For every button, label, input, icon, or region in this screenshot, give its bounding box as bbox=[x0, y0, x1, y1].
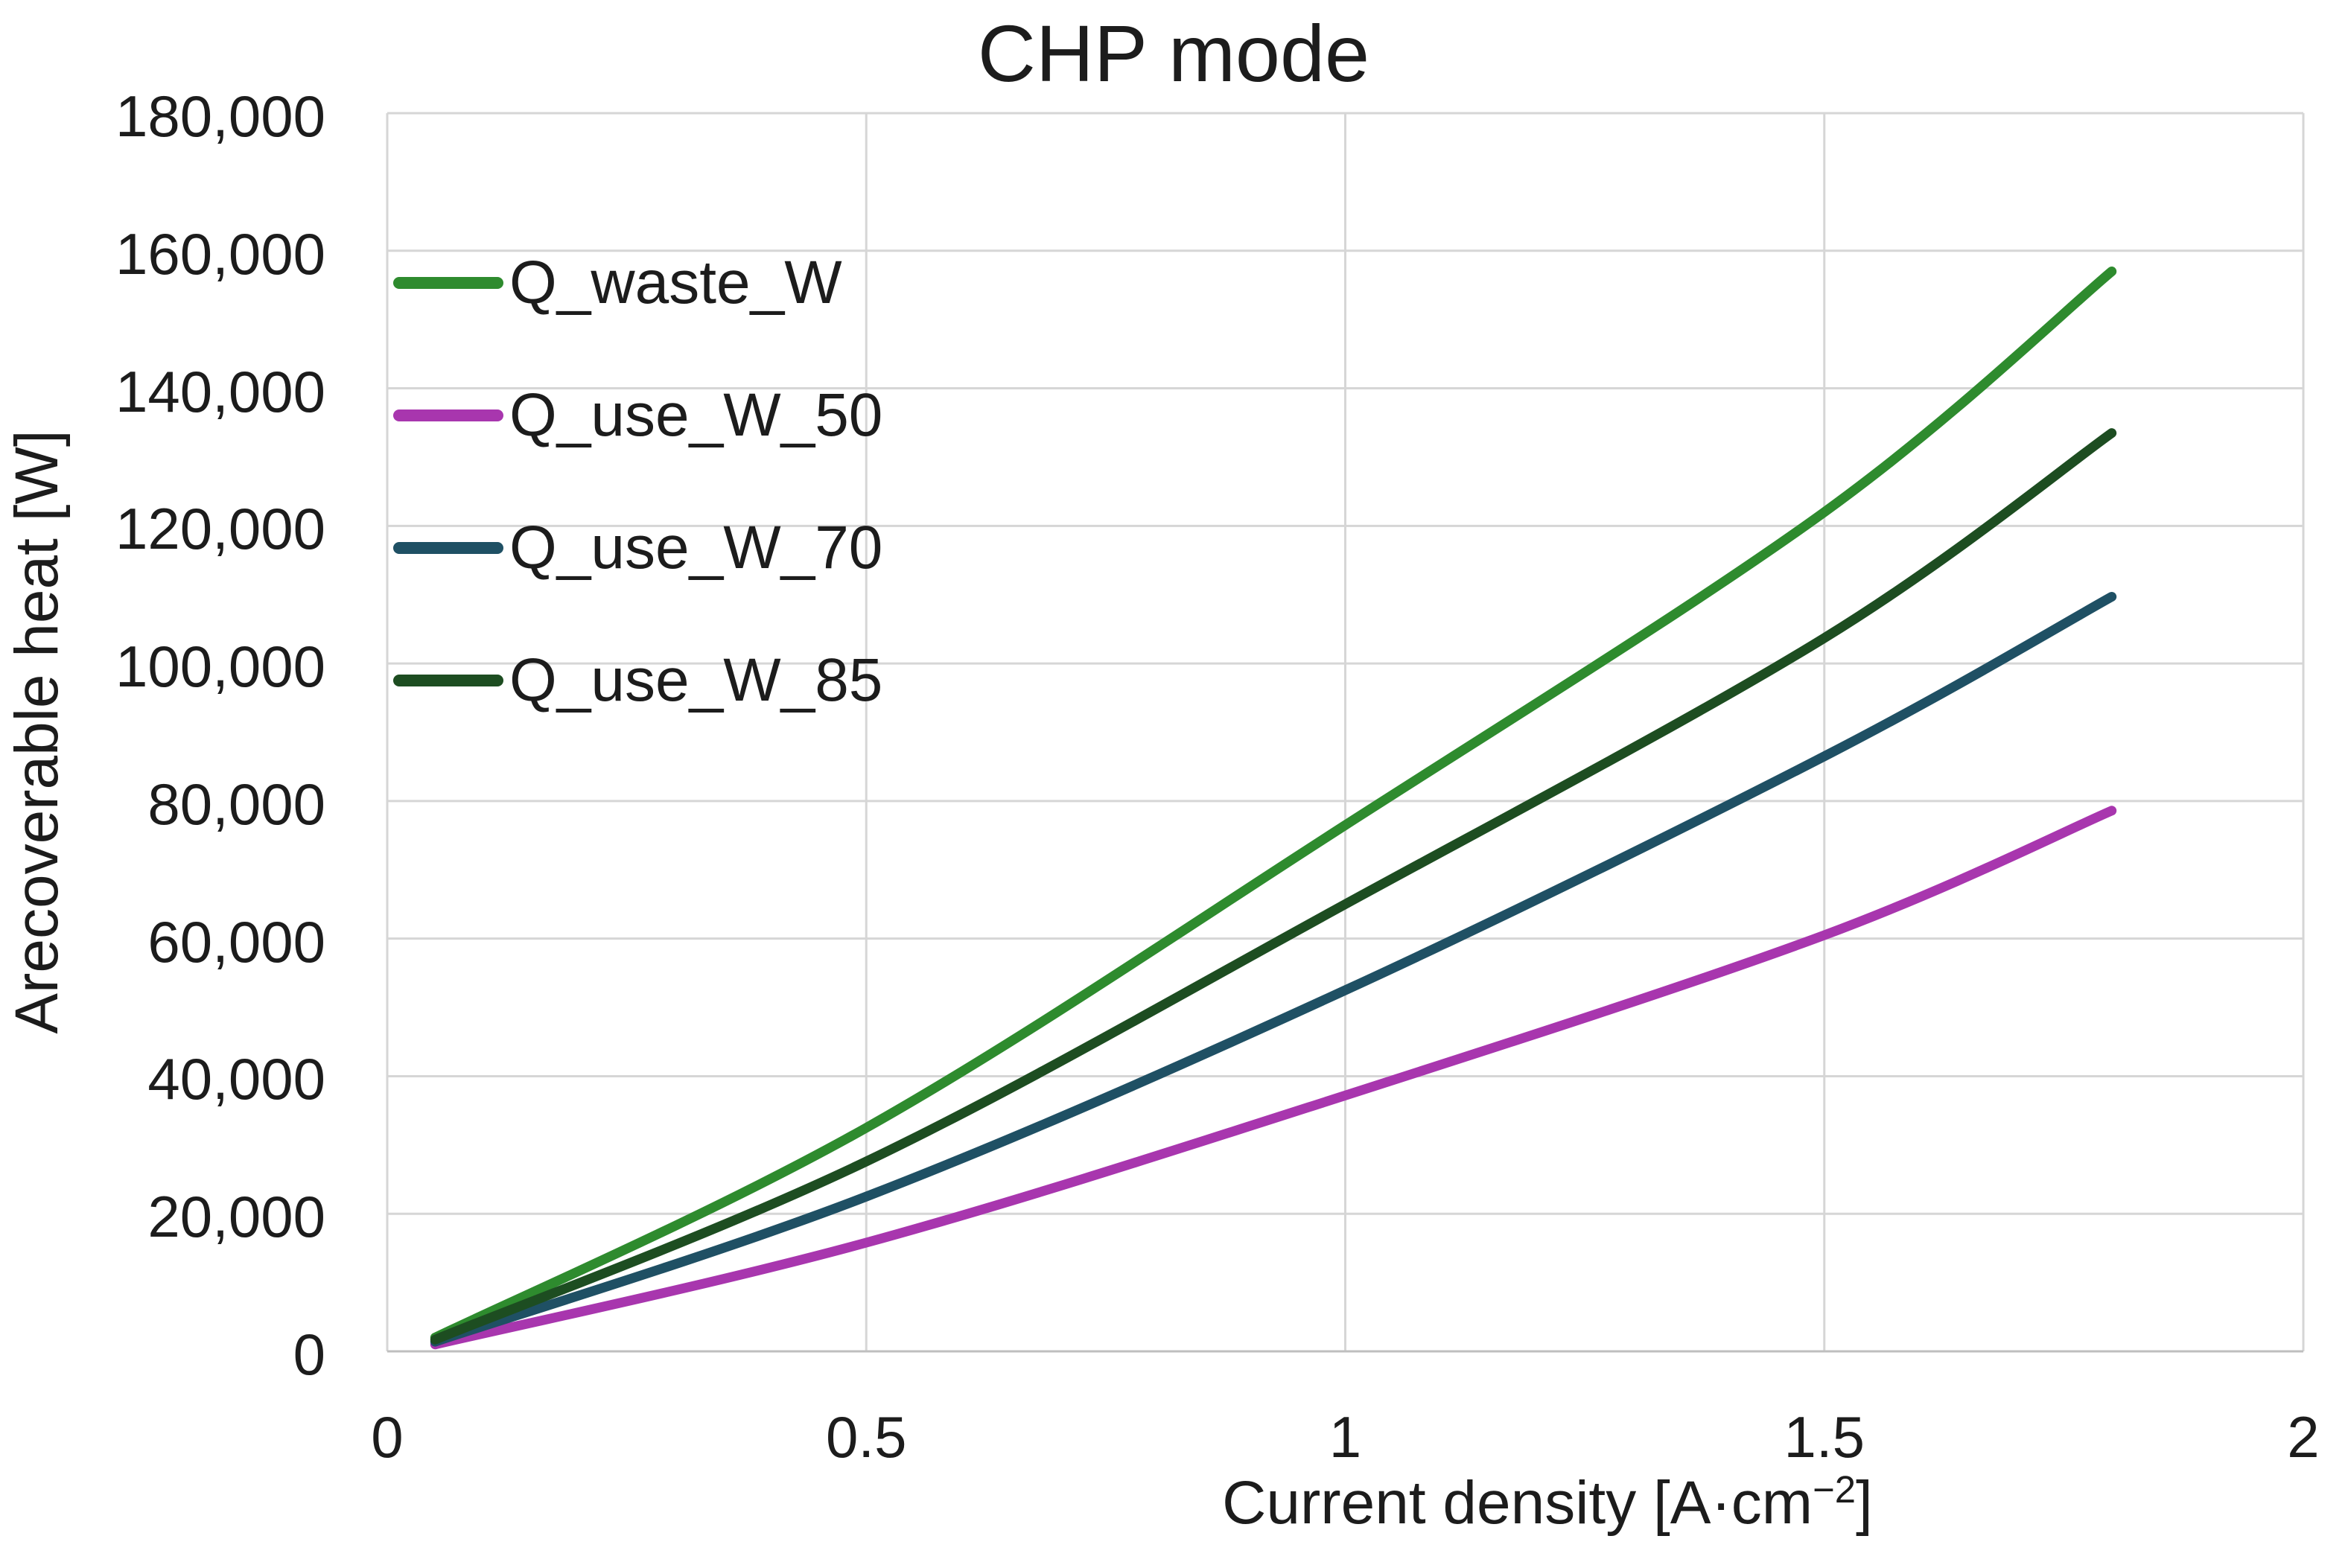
legend-item-Q_waste_W[interactable]: Q_waste_W bbox=[393, 247, 842, 319]
chart-title: CHP mode bbox=[977, 8, 1370, 98]
x-axis-title-suffix: ] bbox=[1856, 1469, 1873, 1537]
x-axis-title-text: Current density [A·cm bbox=[1222, 1469, 1813, 1537]
legend-label: Q_use_W_50 bbox=[509, 381, 883, 449]
legend-line-sample bbox=[393, 277, 503, 289]
legend-line-sample bbox=[393, 675, 503, 686]
y-tick-label: 180,000 bbox=[115, 83, 325, 149]
series-line-Q_use_W_50[interactable] bbox=[430, 806, 2117, 1350]
y-tick-label: 80,000 bbox=[147, 771, 325, 837]
series-line-Q_use_W_70[interactable] bbox=[430, 591, 2117, 1347]
x-tick-label: 1 bbox=[1329, 1404, 1362, 1470]
y-tick-label: 160,000 bbox=[115, 220, 325, 287]
x-tick-label: 2 bbox=[2287, 1404, 2320, 1470]
x-tick-label: 0.5 bbox=[826, 1404, 907, 1470]
legend-label: Q_use_W_70 bbox=[509, 514, 883, 581]
x-tick-label: 0 bbox=[371, 1404, 404, 1470]
y-tick-label: 140,000 bbox=[115, 358, 325, 424]
legend-label: Q_waste_W bbox=[509, 249, 842, 316]
series-line-Q_waste_W[interactable] bbox=[430, 266, 2117, 1343]
y-tick-label: 60,000 bbox=[147, 908, 325, 975]
y-tick-label: 40,000 bbox=[147, 1046, 325, 1112]
x-axis-title: Current density [A·cm−2] bbox=[1222, 1468, 1873, 1538]
y-tick-label: 20,000 bbox=[147, 1184, 325, 1250]
x-tick-label: 1.5 bbox=[1784, 1404, 1865, 1470]
legend-item-Q_use_W_70[interactable]: Q_use_W_70 bbox=[393, 512, 882, 584]
x-axis-title-superscript: −2 bbox=[1813, 1468, 1857, 1511]
series-line-Q_use_W_85[interactable] bbox=[430, 428, 2117, 1345]
y-tick-label: 120,000 bbox=[115, 496, 325, 562]
legend-label: Q_use_W_85 bbox=[509, 646, 883, 714]
y-tick-label: 0 bbox=[293, 1322, 325, 1387]
legend-item-Q_use_W_85[interactable]: Q_use_W_85 bbox=[393, 645, 882, 716]
legend-item-Q_use_W_50[interactable]: Q_use_W_50 bbox=[393, 380, 882, 451]
legend-line-sample bbox=[393, 542, 503, 554]
y-tick-label: 100,000 bbox=[115, 634, 325, 700]
legend-line-sample bbox=[393, 409, 503, 421]
